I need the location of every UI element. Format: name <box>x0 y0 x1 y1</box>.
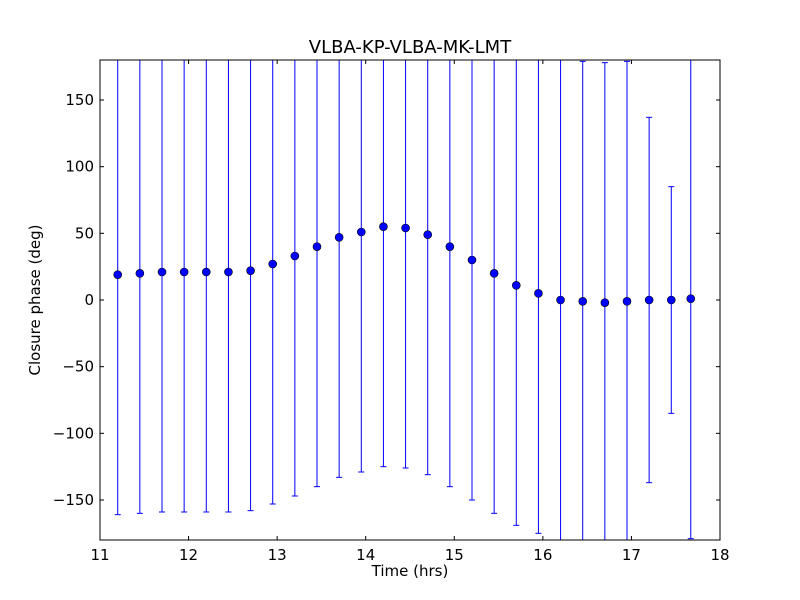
data-point <box>511 281 521 290</box>
data-point <box>578 297 588 306</box>
y-tick-label: 0 <box>84 291 94 309</box>
data-point <box>135 269 145 278</box>
data-point <box>644 295 654 305</box>
data-point <box>224 267 233 277</box>
x-tick-label: 15 <box>445 546 464 564</box>
data-point <box>423 230 433 239</box>
y-tick-label: −150 <box>53 491 94 509</box>
data-point <box>686 294 696 303</box>
data-point <box>334 233 344 242</box>
data-point <box>666 295 676 305</box>
data-point <box>113 270 123 279</box>
y-tick-label: 50 <box>75 224 94 242</box>
data-point <box>622 297 632 306</box>
plot-area <box>100 60 720 540</box>
data-point <box>534 289 543 298</box>
x-tick-label: 13 <box>268 546 287 564</box>
marker-group <box>113 222 696 307</box>
x-tick-label: 11 <box>90 546 109 564</box>
x-tick-label: 18 <box>710 546 729 564</box>
data-point <box>356 227 366 237</box>
x-tick-label: 12 <box>179 546 198 564</box>
x-axis-label: Time (hrs) <box>371 562 449 580</box>
data-point <box>379 222 388 231</box>
plot-frame <box>99 59 721 541</box>
x-tick-label: 14 <box>356 546 375 564</box>
y-axis-label: Closure phase (deg) <box>26 225 44 376</box>
data-point <box>268 259 278 269</box>
data-point <box>179 267 189 277</box>
tick-label-group: 11 12 13 14 15 16 17 18 −150 −100 −50 0 50 100 150 <box>53 91 730 564</box>
data-point <box>201 267 211 277</box>
data-point <box>600 298 610 307</box>
data-point <box>290 251 300 261</box>
data-point <box>246 266 255 275</box>
y-tick-label: −100 <box>53 424 94 442</box>
data-point <box>489 269 499 278</box>
data-point <box>467 255 477 265</box>
x-tick-label: 17 <box>622 546 641 564</box>
data-point <box>445 242 455 251</box>
chart-title: VLBA-KP-VLBA-MK-LMT <box>309 37 512 58</box>
data-point <box>556 295 565 305</box>
y-tick-label: 150 <box>65 91 94 109</box>
y-tick-label: −50 <box>62 358 94 376</box>
y-tick-label: 100 <box>65 158 94 176</box>
data-point <box>157 267 167 277</box>
data-point <box>312 242 322 251</box>
x-tick-label: 16 <box>533 546 552 564</box>
data-point <box>401 223 410 233</box>
